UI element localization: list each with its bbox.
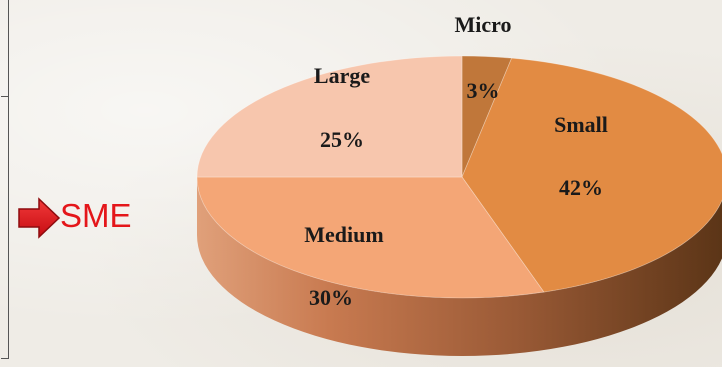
slice-value-large: 25% [320, 127, 364, 152]
pie-slice-small [461, 57, 722, 293]
pie-slice-micro [461, 55, 513, 178]
pie-slice-large [196, 55, 463, 178]
sme-label: SME [60, 197, 132, 234]
pie-side-wall [197, 177, 722, 356]
panel-cap-bottom [1, 358, 9, 359]
slice-name-large: Large [314, 63, 370, 88]
left-panel-frame [0, 0, 9, 359]
pie-slice-medium [196, 176, 545, 299]
slice-value-small: 42% [559, 175, 603, 200]
slice-value-medium: 30% [309, 285, 353, 310]
slice-name-small: Small [554, 112, 608, 137]
right-arrow-icon [18, 197, 61, 239]
slice-value-micro: 3% [467, 78, 500, 103]
panel-cap-top [1, 0, 9, 97]
slice-name-medium: Medium [304, 222, 383, 247]
slice-name-micro: Micro [454, 12, 511, 37]
